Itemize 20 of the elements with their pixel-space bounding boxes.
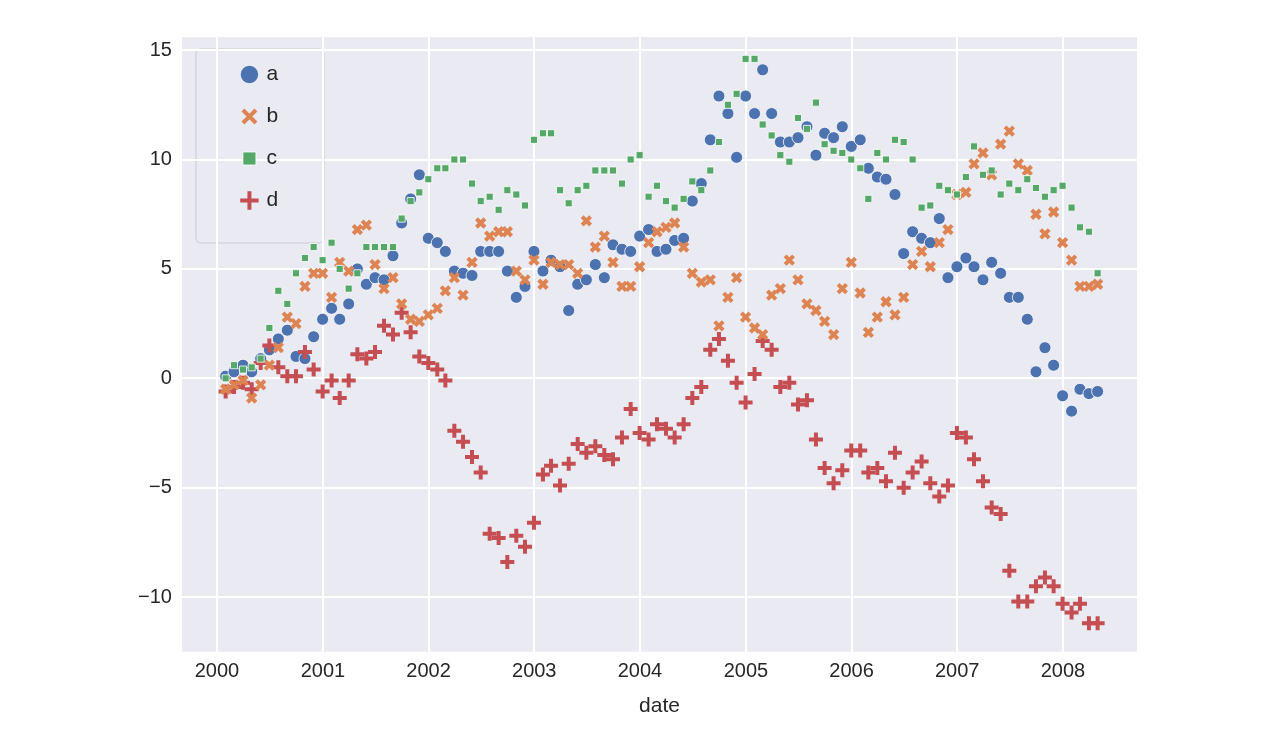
y-tick-label: 0 bbox=[160, 365, 172, 388]
x-tick-label: 2008 bbox=[1040, 659, 1086, 682]
y-tick-label: 5 bbox=[160, 256, 172, 279]
x-tick-label: 2000 bbox=[194, 659, 240, 682]
x-axis-title: date bbox=[639, 693, 680, 717]
x-tick-label: 2002 bbox=[406, 659, 451, 682]
x-tick-label: 2007 bbox=[934, 659, 980, 682]
y-tick-label: 15 bbox=[149, 37, 172, 60]
x-tick-label: 2003 bbox=[512, 659, 557, 682]
x-tick-label: 2005 bbox=[723, 659, 769, 682]
x-tick-label: 2001 bbox=[300, 659, 346, 682]
legend-label: d bbox=[266, 187, 279, 211]
y-tick-label: −5 bbox=[149, 475, 172, 498]
x-tick-label: 2006 bbox=[829, 659, 874, 682]
y-tick-label: 10 bbox=[149, 147, 172, 170]
legend-label: a bbox=[266, 61, 279, 85]
legend-label: c bbox=[266, 145, 277, 169]
y-tick-label: −10 bbox=[137, 584, 172, 607]
legend-label: b bbox=[266, 103, 279, 127]
x-tick-label: 2004 bbox=[617, 659, 663, 682]
